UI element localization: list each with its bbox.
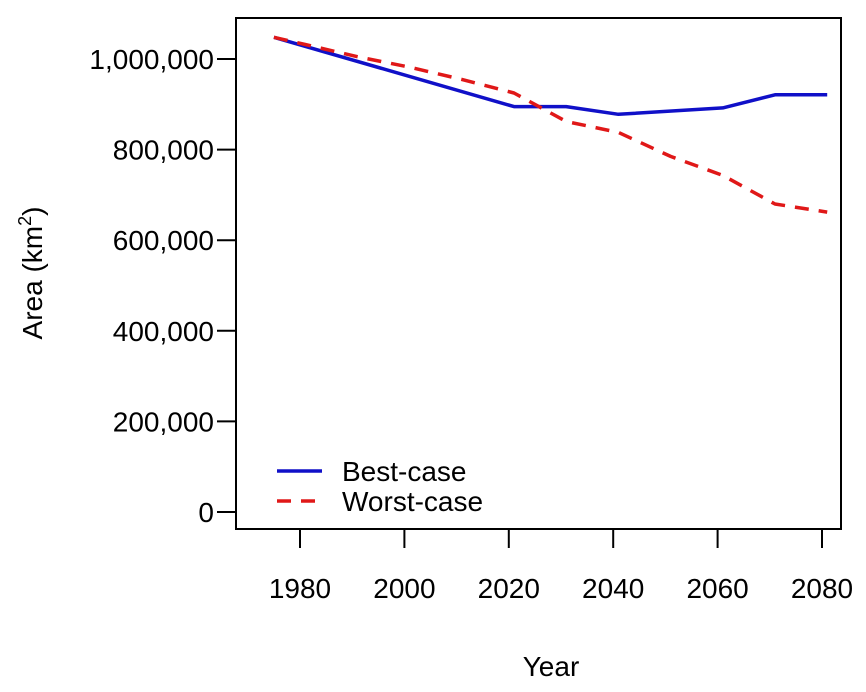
y-axis-title: Area (km2) <box>15 207 48 340</box>
series-line-worst-case <box>273 35 828 214</box>
legend-label-best-case: Best-case <box>342 456 467 487</box>
y-axis-title-main: Area (km <box>17 226 48 340</box>
plot-frame <box>235 17 842 530</box>
series-layer <box>273 35 828 214</box>
x-tick-label-2080: 2080 <box>791 573 853 604</box>
series-line-best-case <box>273 35 828 117</box>
y-tick-label-400000: 400,000 <box>113 316 214 347</box>
y-tick-label-600000: 600,000 <box>113 225 214 256</box>
y-axis-title-suffix: ) <box>17 207 48 216</box>
y-axis-title-superscript: 2 <box>15 216 35 226</box>
legend: Best-case Worst-case <box>277 456 483 517</box>
x-axis-title: Year <box>523 651 580 682</box>
legend-label-worst-case: Worst-case <box>342 486 483 517</box>
x-tick-label-1980: 1980 <box>269 573 331 604</box>
x-tick-label-2020: 2020 <box>478 573 540 604</box>
y-axis-ticks: 0 200,000 400,000 600,000 800,000 1,000,000 <box>89 44 236 528</box>
y-tick-label-1000000: 1,000,000 <box>89 44 214 75</box>
x-tick-label-2000: 2000 <box>373 573 435 604</box>
y-tick-label-800000: 800,000 <box>113 135 214 166</box>
y-tick-label-200000: 200,000 <box>113 406 214 437</box>
y-tick-label-0: 0 <box>198 497 214 528</box>
x-tick-label-2060: 2060 <box>686 573 748 604</box>
x-axis-ticks: 1980 2000 2020 2040 2060 2080 <box>269 529 853 604</box>
x-tick-label-2040: 2040 <box>582 573 644 604</box>
